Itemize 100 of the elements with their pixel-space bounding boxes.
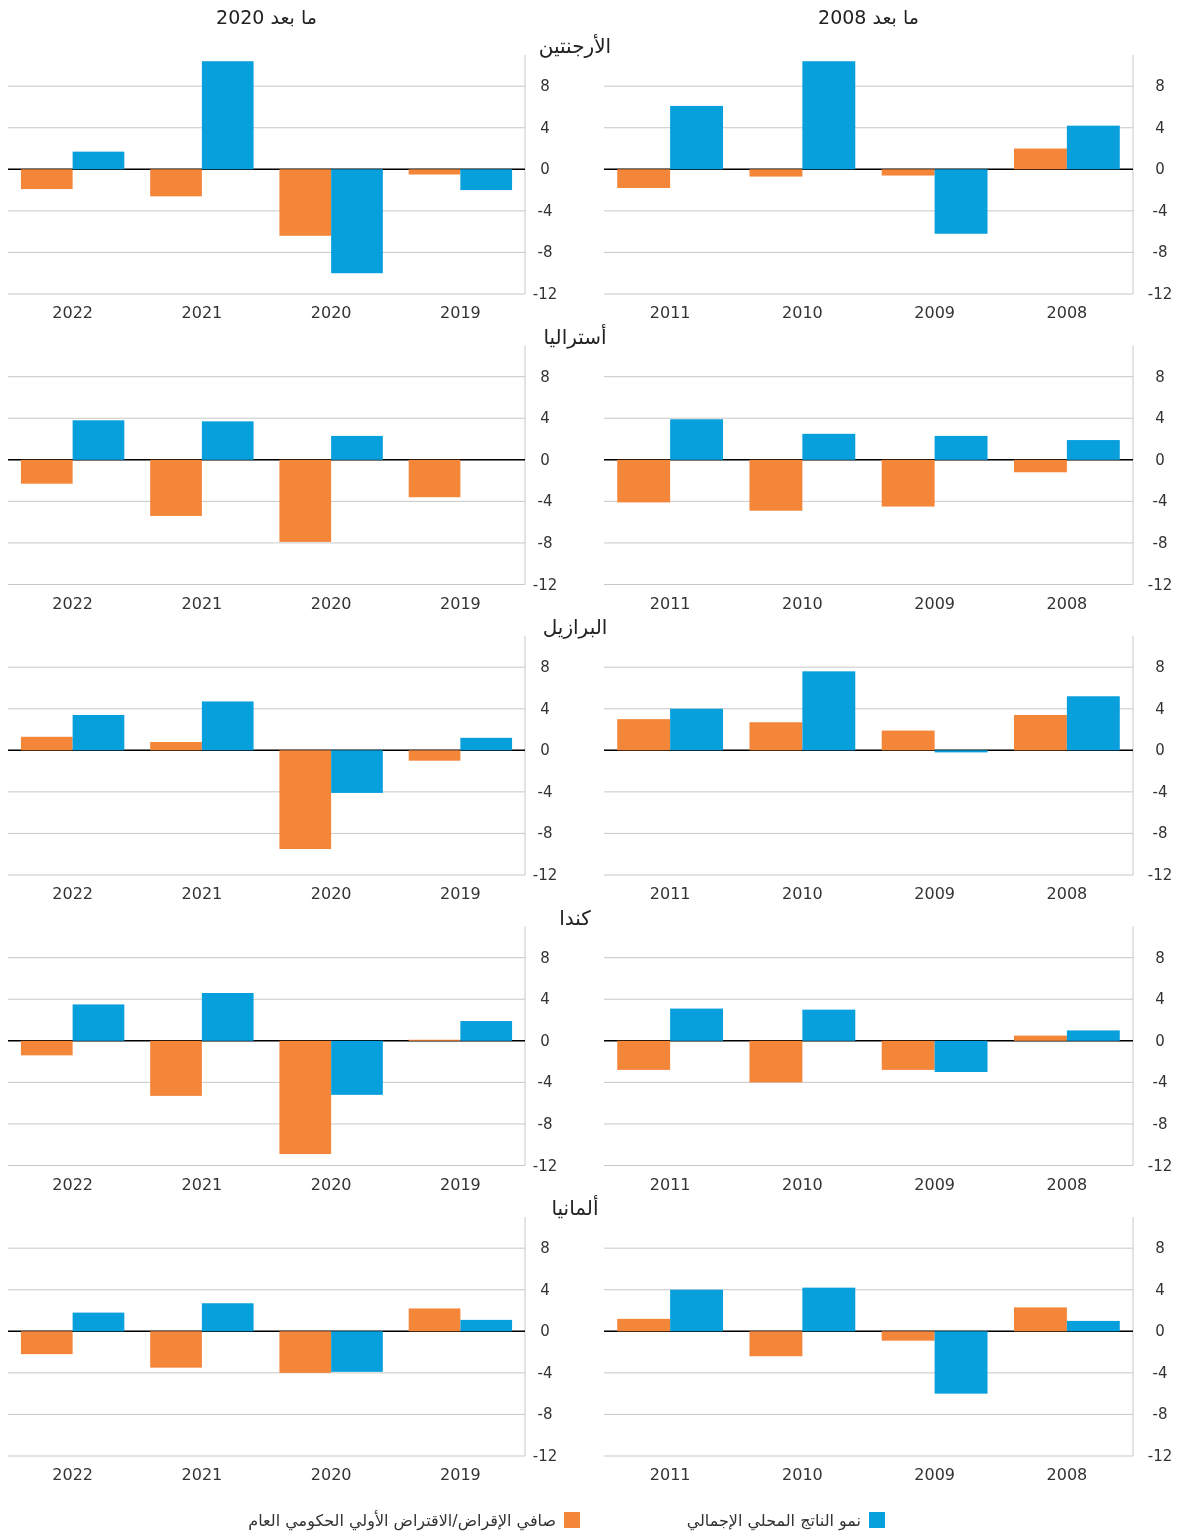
- y-tick-label: 0: [540, 450, 550, 469]
- y-tick-label: -12: [1147, 1447, 1173, 1465]
- bar: [331, 435, 383, 460]
- bar: [279, 1331, 332, 1373]
- y-tick-label: -12: [1147, 1156, 1173, 1175]
- x-tick-label: 2009: [914, 1174, 955, 1194]
- text: ألمانيا: [551, 1195, 599, 1220]
- x-tick-label: 2022: [52, 303, 93, 322]
- y-tick-label: -8: [1152, 243, 1168, 262]
- y-tick-label: -4: [1152, 782, 1168, 801]
- y-tick-label: -12: [532, 285, 558, 303]
- chart-subtitle: ما بعد 2020: [216, 6, 317, 28]
- x-tick-label: 2021: [181, 1465, 223, 1484]
- y-tick-label: 8: [1155, 77, 1165, 96]
- text: الأرجنتين: [538, 34, 612, 58]
- bar: [881, 1040, 935, 1070]
- y-tick-label: -12: [532, 1156, 558, 1175]
- y-tick-label: -8: [537, 1114, 553, 1133]
- bar: [408, 169, 461, 175]
- x-tick-label: 2022: [52, 593, 93, 613]
- x-tick-label: 2019: [440, 303, 481, 322]
- y-tick-label: -4: [1152, 201, 1168, 220]
- bar: [670, 419, 724, 460]
- y-tick-label: -12: [532, 575, 558, 594]
- y-tick-label: -4: [1152, 1363, 1168, 1382]
- x-tick-label: 2020: [310, 1465, 352, 1484]
- bar: [1013, 1307, 1067, 1332]
- bar: [20, 169, 73, 190]
- chart-subtitle: ما بعد 2008: [818, 6, 919, 28]
- bar: [1013, 1035, 1067, 1041]
- bar: [150, 459, 202, 516]
- x-tick-label: 2020: [310, 1174, 352, 1194]
- bar: [749, 1040, 803, 1083]
- y-tick-label: 4: [540, 1280, 550, 1299]
- y-tick-label: 4: [1155, 118, 1165, 137]
- y-tick-label: 4: [1155, 990, 1165, 1009]
- y-tick-label: 4: [540, 990, 550, 1009]
- bar: [749, 1331, 803, 1357]
- x-tick-label: 2010: [782, 593, 823, 613]
- y-tick-label: -4: [537, 492, 553, 511]
- bar: [72, 420, 125, 460]
- y-tick-label: 8: [540, 1239, 550, 1258]
- bar: [670, 1289, 724, 1332]
- bar: [331, 169, 383, 274]
- bar: [460, 1021, 513, 1041]
- bar: [617, 1040, 671, 1070]
- bar: [279, 459, 332, 542]
- bar: [802, 433, 856, 460]
- bar: [802, 1009, 856, 1041]
- bar: [460, 1319, 513, 1332]
- y-tick-label: 0: [1155, 741, 1165, 760]
- bar: [934, 435, 988, 460]
- y-tick-label: 4: [1155, 699, 1165, 718]
- bar: [460, 737, 513, 751]
- bar: [934, 169, 988, 234]
- x-tick-label: 2009: [914, 884, 955, 903]
- y-tick-label: 4: [540, 409, 550, 428]
- x-tick-label: 2022: [52, 1174, 93, 1194]
- y-tick-label: -12: [532, 1447, 558, 1465]
- bar: [460, 169, 513, 191]
- bar: [802, 61, 856, 170]
- x-tick-label: 2022: [52, 884, 93, 903]
- bar: [617, 1318, 671, 1332]
- bar: [279, 1040, 332, 1155]
- x-tick-label: 2010: [782, 303, 823, 322]
- y-tick-label: -12: [532, 866, 558, 884]
- x-tick-label: 2021: [181, 593, 223, 613]
- bar: [150, 741, 202, 751]
- x-tick-label: 2010: [782, 1465, 823, 1484]
- bar: [72, 1004, 125, 1041]
- y-tick-label: -12: [1147, 285, 1173, 303]
- y-tick-label: 4: [540, 118, 550, 137]
- x-tick-label: 2008: [1046, 1465, 1088, 1484]
- y-tick-label: 8: [1155, 367, 1165, 386]
- bar: [331, 1331, 383, 1372]
- bar: [201, 421, 254, 460]
- bar: [749, 169, 803, 177]
- y-tick-label: 0: [540, 1322, 550, 1341]
- x-tick-label: 2019: [440, 1174, 481, 1194]
- y-tick-label: 8: [1155, 948, 1165, 967]
- bar: [617, 719, 671, 751]
- y-tick-label: -8: [537, 243, 553, 262]
- y-tick-label: -4: [537, 782, 553, 801]
- bar: [279, 750, 332, 850]
- y-tick-label: 0: [1155, 450, 1165, 469]
- x-tick-label: 2009: [914, 593, 955, 613]
- y-tick-label: -8: [537, 533, 553, 552]
- bar: [201, 61, 254, 170]
- x-tick-label: 2021: [181, 303, 223, 322]
- bar: [1013, 714, 1067, 751]
- bar: [1066, 696, 1120, 751]
- y-tick-label: -4: [1152, 492, 1168, 511]
- x-tick-label: 2009: [914, 1465, 955, 1484]
- bar: [20, 736, 73, 751]
- y-tick-label: -8: [1152, 1405, 1168, 1424]
- x-tick-label: 2021: [181, 1174, 223, 1194]
- bar: [749, 459, 803, 511]
- y-tick-label: 8: [540, 367, 550, 386]
- bar: [1066, 1320, 1120, 1332]
- bar: [670, 1008, 724, 1041]
